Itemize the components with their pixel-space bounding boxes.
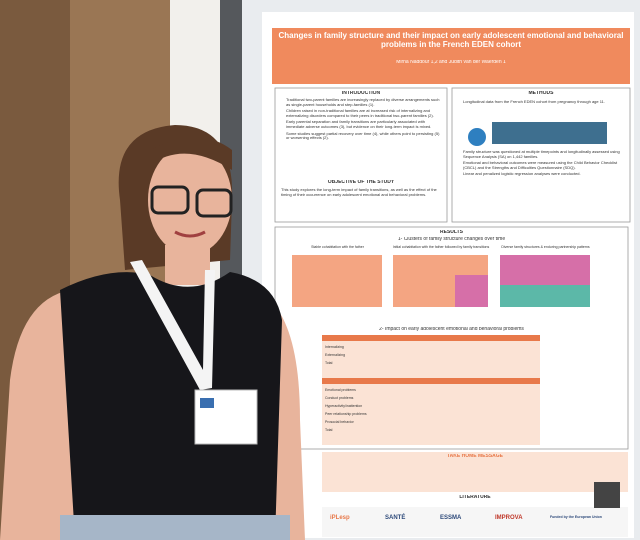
section-heading: INTRODUCTION bbox=[341, 91, 381, 96]
glasses bbox=[150, 185, 190, 215]
qr-code bbox=[594, 482, 620, 508]
table-row-label: Total bbox=[325, 428, 333, 432]
title-box bbox=[272, 28, 630, 84]
top bbox=[60, 272, 282, 540]
bullet: Emotional and behavioral outcomes were m… bbox=[463, 160, 626, 170]
table-header bbox=[322, 335, 540, 341]
neck bbox=[165, 245, 210, 285]
jeans bbox=[60, 515, 290, 540]
logo: IMPROVA bbox=[495, 515, 523, 521]
eden-logo bbox=[468, 128, 486, 146]
cluster-label: Diverse family structures & enduring par… bbox=[501, 245, 590, 249]
methods-list: Family structure was questioned at multi… bbox=[456, 150, 626, 220]
table-row-label: Emotional problems bbox=[325, 388, 356, 392]
bullet: Traditional two-parent families are incr… bbox=[286, 98, 444, 107]
table-row-label: Conduct problems bbox=[325, 396, 354, 400]
cluster-chart bbox=[455, 275, 488, 307]
poster-title: Changes in family structure and their im… bbox=[278, 31, 624, 50]
cluster-label: Initial cohabitation with the father fol… bbox=[392, 245, 490, 249]
methods-figure bbox=[492, 122, 607, 144]
bullet: Early parental separation and family tra… bbox=[286, 120, 444, 129]
subheading: 2- Impact on early adolescent emotional … bbox=[379, 327, 524, 332]
logo: Funded by the European Union bbox=[550, 515, 602, 519]
cluster-label: Stable cohabitation with the father bbox=[311, 245, 364, 249]
section-heading: METHODS bbox=[528, 91, 554, 96]
table-row-label: Externalizing bbox=[325, 353, 346, 357]
methods-list: Longitudinal data from the French EDEN c… bbox=[456, 100, 626, 120]
section-heading: RESULTS bbox=[440, 230, 463, 235]
lanyard bbox=[130, 260, 215, 390]
mouth bbox=[174, 230, 206, 238]
results-table bbox=[322, 335, 540, 445]
bullet: Longitudinal data from the French EDEN c… bbox=[463, 100, 626, 105]
table-row-label: Hyperactivity/inattention bbox=[325, 404, 363, 408]
table-row-label: Prosocial behavior bbox=[325, 420, 354, 424]
section-heading: TAKE HOME MESSAGE bbox=[446, 454, 504, 459]
face bbox=[148, 145, 232, 255]
table-header bbox=[322, 378, 540, 384]
table-row-label: Peer relationship problems bbox=[325, 412, 367, 416]
intro-list: Traditional two-parent families are incr… bbox=[279, 98, 444, 178]
logo-bar bbox=[322, 507, 628, 537]
bullet: Linear and penalized logistic regression… bbox=[463, 172, 626, 177]
objective-text: This study explores the long-term impact… bbox=[281, 188, 437, 197]
intro-box bbox=[274, 87, 448, 223]
poster-authors: Mirna Naddour 1,2 and Judith van der Wae… bbox=[396, 60, 506, 65]
cluster-chart bbox=[500, 285, 590, 307]
section-heading: LITERATURE bbox=[459, 495, 491, 500]
cluster-chart bbox=[292, 255, 382, 307]
methods-box bbox=[451, 87, 631, 223]
logo: iPLesp bbox=[330, 515, 350, 521]
glasses bbox=[195, 188, 233, 218]
section-heading: OBJECTIVE OF THE STUDY bbox=[327, 180, 395, 185]
logo: SANTÉ bbox=[385, 515, 406, 521]
message-box bbox=[322, 452, 628, 492]
hair bbox=[150, 137, 232, 170]
table-row-label: Internalizing bbox=[325, 345, 344, 349]
bullet: Family structure was questioned at multi… bbox=[463, 150, 626, 159]
badge-logo bbox=[200, 398, 214, 408]
subheading: 1- Clusters of family structure changes … bbox=[397, 237, 506, 242]
bullet: Some studies suggest partial recovery ov… bbox=[286, 131, 444, 141]
logo: ESSMA bbox=[440, 515, 462, 521]
table-row-label: Total bbox=[325, 361, 333, 365]
bullet: Children raised in non-traditional famil… bbox=[286, 108, 444, 118]
